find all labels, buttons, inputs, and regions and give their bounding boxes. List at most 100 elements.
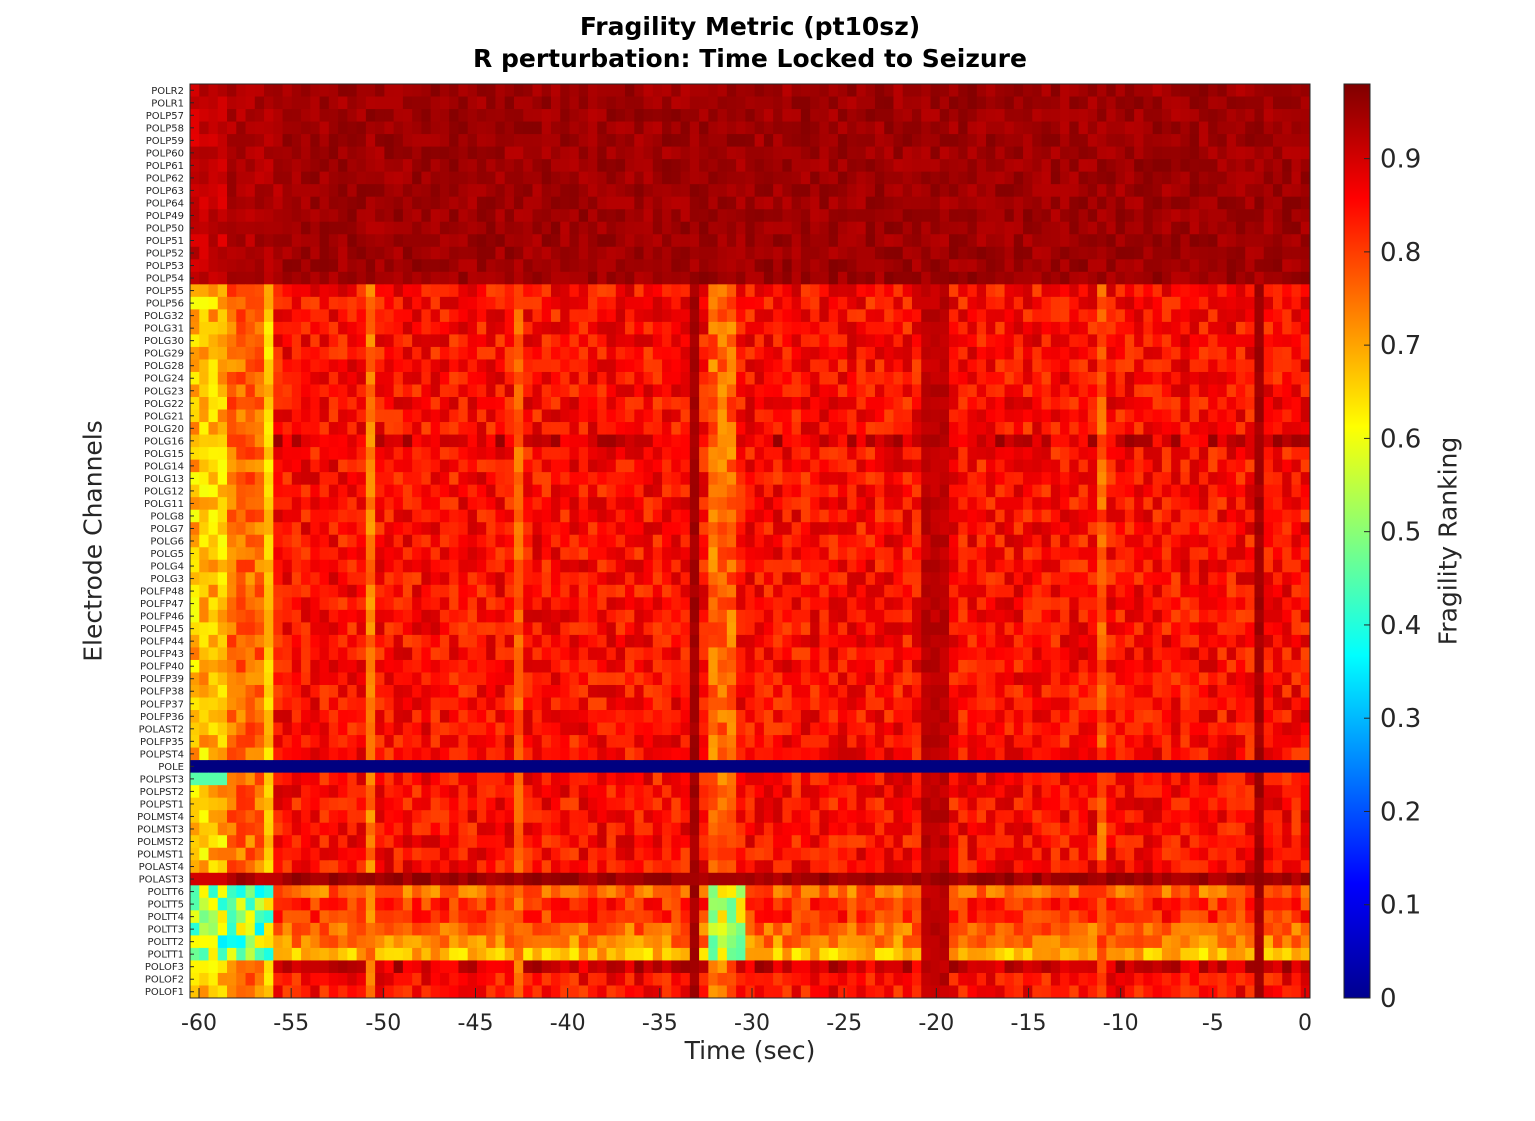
heatmap-cell bbox=[671, 384, 682, 398]
heatmap-cell bbox=[745, 284, 756, 298]
heatmap-cell bbox=[939, 422, 950, 436]
heatmap-cell bbox=[662, 196, 672, 210]
heatmap-cell bbox=[264, 584, 274, 598]
heatmap-cell bbox=[588, 246, 598, 260]
heatmap-cell bbox=[819, 359, 830, 373]
heatmap-cell bbox=[1004, 121, 1015, 135]
heatmap-cell bbox=[763, 246, 774, 260]
heatmap-cell bbox=[1300, 459, 1311, 473]
heatmap-cell bbox=[560, 384, 571, 398]
heatmap-cell bbox=[921, 134, 931, 148]
heatmap-cell bbox=[273, 334, 284, 348]
heatmap-cell bbox=[1087, 159, 1098, 173]
heatmap-cell bbox=[1087, 572, 1098, 586]
heatmap-cell bbox=[1023, 296, 1033, 310]
heatmap-cell bbox=[745, 196, 756, 210]
heatmap-cell bbox=[486, 284, 496, 298]
heatmap-cell bbox=[837, 572, 848, 586]
heatmap-cell bbox=[736, 434, 746, 448]
heatmap-cell bbox=[208, 284, 219, 298]
heatmap-cell bbox=[671, 259, 682, 273]
heatmap-cell bbox=[1291, 146, 1302, 160]
heatmap-cell bbox=[893, 284, 904, 298]
heatmap-cell bbox=[708, 522, 719, 536]
heatmap-cell bbox=[1300, 547, 1311, 561]
heatmap-cell bbox=[1004, 134, 1015, 148]
heatmap-cell bbox=[402, 259, 413, 273]
heatmap-cell bbox=[810, 472, 820, 486]
heatmap-cell bbox=[736, 572, 746, 586]
heatmap-cell bbox=[1245, 321, 1255, 335]
heatmap-cell bbox=[319, 434, 330, 448]
heatmap-cell bbox=[1161, 472, 1172, 486]
heatmap-cell bbox=[680, 422, 691, 436]
heatmap-cell bbox=[236, 196, 247, 210]
heatmap-cell bbox=[560, 321, 571, 335]
heatmap-cell bbox=[291, 321, 302, 335]
heatmap-cell bbox=[911, 484, 922, 498]
heatmap-cell bbox=[476, 572, 487, 586]
heatmap-cell bbox=[1078, 409, 1089, 423]
heatmap-cell bbox=[504, 584, 515, 598]
heatmap-cell bbox=[708, 422, 719, 436]
heatmap-cell bbox=[467, 547, 478, 561]
heatmap-cell bbox=[1189, 309, 1200, 323]
heatmap-cell bbox=[1235, 121, 1246, 135]
heatmap-cell bbox=[726, 484, 737, 498]
heatmap-cell bbox=[606, 234, 617, 248]
heatmap-cell bbox=[467, 584, 478, 598]
heatmap-cell bbox=[791, 472, 802, 486]
heatmap-cell bbox=[680, 196, 691, 210]
heatmap-cell bbox=[893, 422, 904, 436]
heatmap-cell bbox=[708, 447, 719, 461]
heatmap-cell bbox=[652, 134, 663, 148]
heatmap-cell bbox=[708, 271, 719, 285]
heatmap-cell bbox=[1013, 296, 1024, 310]
heatmap-cell bbox=[282, 184, 293, 198]
heatmap-cell bbox=[800, 109, 811, 123]
heatmap-cell bbox=[532, 572, 543, 586]
heatmap-cell bbox=[726, 159, 737, 173]
heatmap-cell bbox=[578, 96, 589, 110]
heatmap-cell bbox=[1161, 159, 1172, 173]
heatmap-cell bbox=[1291, 346, 1302, 360]
heatmap-cell bbox=[1300, 134, 1311, 148]
heatmap-cell bbox=[1013, 334, 1024, 348]
heatmap-cell bbox=[800, 346, 811, 360]
heatmap-cell bbox=[449, 409, 459, 423]
heatmap-cell bbox=[921, 371, 931, 385]
heatmap-cell bbox=[208, 146, 219, 160]
heatmap-cell bbox=[1208, 146, 1218, 160]
heatmap-cell bbox=[791, 196, 802, 210]
heatmap-cell bbox=[736, 271, 746, 285]
heatmap-cell bbox=[282, 459, 293, 473]
heatmap-cell bbox=[328, 472, 339, 486]
heatmap-cell bbox=[430, 371, 441, 385]
heatmap-cell bbox=[1272, 196, 1283, 210]
heatmap-cell bbox=[1041, 422, 1052, 436]
heatmap-cell bbox=[967, 584, 978, 598]
heatmap-cell bbox=[791, 209, 802, 223]
heatmap-cell bbox=[754, 534, 765, 548]
heatmap-cell bbox=[884, 472, 894, 486]
heatmap-cell bbox=[763, 422, 774, 436]
heatmap-cell bbox=[264, 384, 274, 398]
heatmap-cell bbox=[338, 597, 348, 611]
heatmap-cell bbox=[1143, 459, 1154, 473]
heatmap-cell bbox=[541, 309, 552, 323]
heatmap-cell bbox=[958, 221, 969, 235]
heatmap-cell bbox=[680, 134, 691, 148]
heatmap-cell bbox=[874, 547, 885, 561]
heatmap-cell bbox=[1069, 184, 1080, 198]
heatmap-cell bbox=[245, 359, 256, 373]
heatmap-cell bbox=[754, 234, 765, 248]
heatmap-cell bbox=[634, 371, 645, 385]
heatmap-cell bbox=[634, 234, 645, 248]
heatmap-cell bbox=[264, 597, 274, 611]
heatmap-cell bbox=[689, 321, 700, 335]
heatmap-cell bbox=[532, 359, 543, 373]
heatmap-cell bbox=[282, 409, 293, 423]
heatmap-cell bbox=[782, 559, 793, 573]
heatmap-cell bbox=[1069, 146, 1080, 160]
heatmap-cell bbox=[939, 259, 950, 273]
